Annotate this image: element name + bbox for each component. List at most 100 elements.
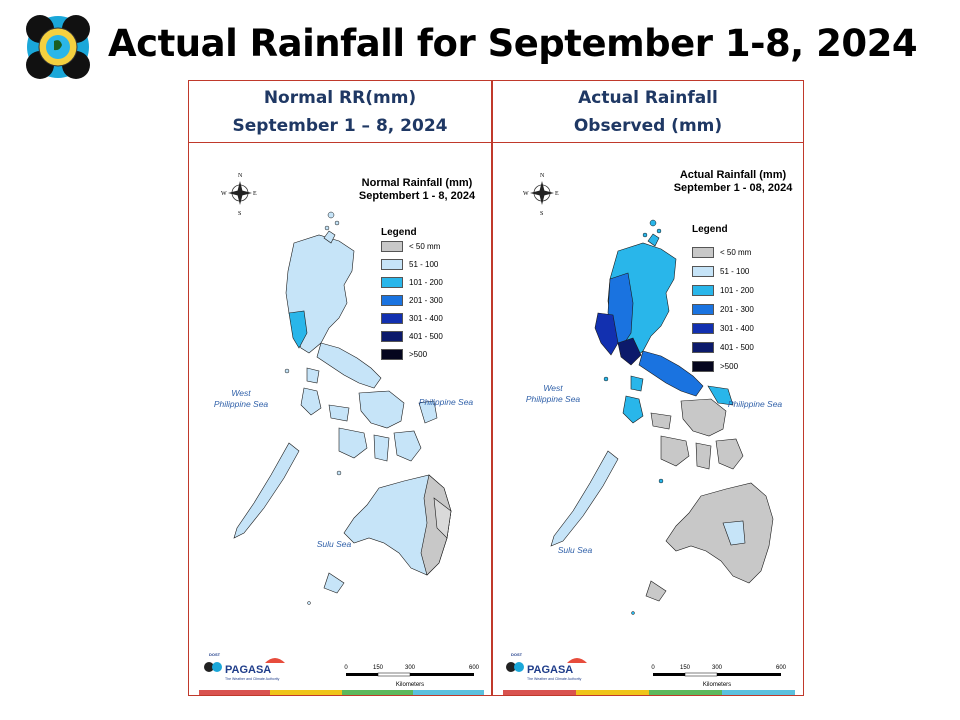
legend-swatch	[692, 323, 714, 334]
legend-swatch	[692, 342, 714, 353]
normal-rainfall-panel: Normal RR(mm) September 1 – 8, 2024 N S …	[188, 80, 492, 696]
philippine-sea-label: Philippine Sea	[728, 399, 783, 409]
visayas-landmass	[328, 390, 438, 462]
philippine-sea-label: Philippine Sea	[419, 397, 474, 407]
legend-label: 401 - 500	[409, 332, 443, 341]
legend-item: 401 - 500	[692, 342, 754, 353]
agency-tagline: The Weather and Climate Authority	[225, 677, 280, 681]
legend-label: < 50 mm	[409, 242, 441, 251]
scale-tick: 300	[405, 665, 416, 671]
scale-unit: Kilometers	[396, 682, 424, 688]
legend-label: >500	[409, 350, 428, 359]
legend-label: 51 - 100	[409, 260, 439, 269]
legend-item: 301 - 400	[381, 313, 443, 324]
map-title-line1: Actual Rainfall (mm)	[679, 169, 787, 181]
footer-color-bar	[199, 690, 484, 695]
legend-swatch	[692, 361, 714, 372]
footer-stripe	[412, 690, 484, 695]
map-title: Actual Rainfall (mm) September 1 - 08, 2…	[663, 169, 803, 195]
pagasa-logo	[204, 658, 285, 672]
legend-item: 401 - 500	[381, 331, 443, 342]
footer-stripe	[270, 690, 342, 695]
legend-item: < 50 mm	[692, 247, 751, 258]
legend-item: 201 - 300	[381, 295, 443, 306]
small-islands	[603, 219, 664, 615]
compass-n: N	[238, 173, 243, 179]
panel-header: Normal RR(mm) September 1 – 8, 2024	[189, 81, 491, 143]
legend-item: >500	[692, 361, 738, 372]
legend-title: Legend	[381, 227, 417, 238]
pagasa-seal-logo	[26, 15, 90, 79]
legend-item: >500	[381, 349, 427, 360]
legend-label: 201 - 300	[720, 305, 754, 314]
map-title-line2: Septembert 1 - 8, 2024	[358, 190, 476, 202]
compass-w: W	[523, 191, 529, 197]
legend-item: 101 - 200	[692, 285, 754, 296]
sulu-sea-label: Sulu Sea	[558, 545, 593, 555]
compass-s: S	[238, 211, 241, 217]
legend-label: 51 - 100	[720, 267, 750, 276]
agency-prefix: DOST	[511, 652, 523, 657]
legend-swatch	[692, 304, 714, 315]
footer-stripe	[503, 690, 576, 695]
small-islands	[284, 211, 342, 605]
legend-item: 51 - 100	[381, 259, 438, 270]
legend-label: 101 - 200	[720, 286, 754, 295]
mindoro-landmass	[300, 387, 322, 416]
panel-header-line1: Actual Rainfall	[578, 87, 718, 108]
legend-swatch	[692, 247, 714, 258]
compass-w: W	[221, 191, 227, 197]
compass-s: S	[540, 211, 543, 217]
compass-n: N	[540, 173, 545, 179]
compass-e: E	[555, 191, 559, 197]
palawan-landmass	[233, 442, 300, 539]
agency-prefix: DOST	[209, 652, 221, 657]
actual-rainfall-panel: Actual Rainfall Observed (mm) N S W E	[492, 80, 804, 696]
scale-tick: 150	[373, 665, 384, 671]
west-sea-line1: West	[543, 383, 563, 393]
scale-tick: 300	[712, 665, 723, 671]
compass-rose-icon	[228, 181, 252, 205]
pagasa-logo	[506, 658, 587, 672]
footer-stripe	[576, 690, 649, 695]
footer-stripe	[199, 690, 271, 695]
agency-name: PAGASA	[527, 664, 573, 676]
scale-tick: 0	[344, 665, 348, 671]
luzon-landmass	[285, 230, 382, 389]
legend-title: Legend	[692, 224, 728, 235]
legend-label: 301 - 400	[720, 324, 754, 333]
legend-label: 101 - 200	[409, 278, 443, 287]
legend-swatch	[381, 331, 403, 342]
legend-item: < 50 mm	[381, 241, 440, 252]
legend-swatch	[381, 349, 403, 360]
agency-tagline: The Weather and Climate Authority	[527, 677, 582, 681]
mindoro-landmass	[622, 395, 644, 424]
compass-rose-icon	[530, 181, 554, 205]
map-title-line1: Normal Rainfall (mm)	[361, 177, 473, 189]
footer-color-bar	[503, 690, 795, 695]
legend-label: 301 - 400	[409, 314, 443, 323]
panel-header: Actual Rainfall Observed (mm)	[493, 81, 803, 143]
footer-stripe	[649, 690, 722, 695]
agency-name: PAGASA	[225, 664, 271, 676]
legend-swatch	[381, 313, 403, 324]
legend-label: < 50 mm	[720, 248, 752, 257]
luzon-landmass	[594, 233, 704, 397]
panel-header-line2: September 1 – 8, 2024	[232, 115, 448, 136]
legend-label: 401 - 500	[720, 343, 754, 352]
map-title: Normal Rainfall (mm) Septembert 1 - 8, 2…	[347, 177, 487, 203]
west-sea-line1: West	[231, 388, 251, 398]
legend-swatch	[381, 241, 403, 252]
normal-rainfall-map: N S W E	[204, 173, 480, 688]
footer-stripe	[722, 690, 795, 695]
legend-swatch	[692, 285, 714, 296]
actual-rainfall-map: N S W E	[506, 173, 787, 688]
legend-swatch	[692, 266, 714, 277]
scale-tick: 600	[776, 665, 787, 671]
west-sea-line2: Philippine Sea	[526, 394, 581, 404]
scale-unit: Kilometers	[703, 682, 731, 688]
legend-item: 51 - 100	[692, 266, 749, 277]
slide-title: Actual Rainfall for September 1-8, 2024	[108, 22, 918, 65]
scale-bar	[346, 672, 474, 677]
panel-header-line1: Normal RR(mm)	[263, 87, 417, 108]
